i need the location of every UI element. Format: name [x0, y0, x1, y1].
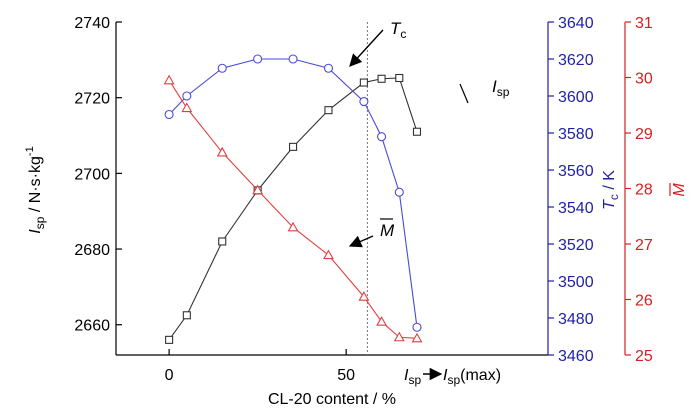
- isp-ticks: 2660 2680 2700 2720 2740: [74, 15, 122, 335]
- svg-text:M: M: [671, 183, 688, 197]
- tc-ticks: 3460 3480 3500 3520 3540 3560 3580 3600 3620 3640: [548, 15, 594, 365]
- m-data-point: [358, 291, 370, 301]
- tc-tick-label: 3580: [558, 126, 594, 143]
- tc-tick-label: 3500: [558, 274, 594, 291]
- m-curve-label: M: [380, 221, 395, 240]
- isp-max-label-left: Isp: [404, 367, 421, 387]
- tc-tick-label: 3520: [558, 237, 594, 254]
- isp-curve-label: Isp: [492, 77, 510, 99]
- isp-data-point: [377, 74, 386, 83]
- series-layer: [163, 54, 423, 344]
- isp-axis-title: Isp / N·s·kg-1: [24, 146, 47, 233]
- tc-data-point: [359, 97, 369, 107]
- m-tick-label: 27: [635, 237, 653, 254]
- isp-data-point: [412, 127, 422, 136]
- tc-tick-label: 3460: [558, 348, 594, 365]
- tc-tick-label: 3560: [558, 163, 594, 180]
- isp-data-point: [182, 311, 191, 320]
- isp-tick-label: 2740: [74, 15, 110, 32]
- isp-curve-leader: [459, 83, 469, 104]
- m-tick-label: 28: [635, 182, 653, 199]
- tc-curve-arrow: [349, 29, 384, 67]
- tc-tick-label: 3620: [558, 52, 594, 69]
- tc-tick-label: 3640: [558, 15, 594, 32]
- m-tick-label: 29: [635, 126, 653, 143]
- m-data-point: [163, 74, 175, 85]
- x-tick-label: 0: [165, 367, 174, 384]
- tc-series-line: [168, 58, 418, 328]
- tc-data-point: [323, 63, 334, 73]
- svg-text:Isp / N·s·kg-1: Isp / N·s·kg-1: [24, 146, 47, 233]
- isp-data-point: [359, 78, 368, 87]
- tc-data-point: [394, 187, 404, 197]
- tc-tick-label: 3600: [558, 89, 594, 106]
- tc-data-point: [182, 91, 192, 101]
- isp-max-label-right: Isp(max): [443, 367, 501, 387]
- m-ticks: 25 26 27 28 29 30 31: [625, 15, 653, 365]
- isp-data-point: [218, 237, 227, 246]
- m-tick-label: 25: [635, 348, 653, 365]
- m-data-point: [393, 331, 405, 342]
- isp-tick-label: 2660: [74, 318, 110, 335]
- x-axis-title: CL-20 content / %: [268, 391, 396, 408]
- m-tick-label: 31: [635, 15, 653, 32]
- m-data-point: [216, 146, 228, 157]
- isp-data-point: [395, 73, 404, 83]
- isp-tick-label: 2680: [74, 242, 110, 259]
- svg-text:Tc / K: Tc / K: [601, 170, 621, 210]
- m-data-point: [376, 316, 388, 326]
- m-data-point: [181, 102, 193, 113]
- isp-data-point: [324, 106, 333, 115]
- x-tick-label: 50: [337, 367, 355, 384]
- isp-tick-label: 2700: [74, 166, 110, 183]
- tc-data-point: [253, 54, 263, 64]
- m-tick-label: 26: [635, 293, 653, 310]
- m-data-point: [252, 184, 264, 195]
- isp-series-line: [168, 77, 418, 341]
- tc-data-point: [164, 109, 174, 120]
- isp-data-point: [165, 335, 174, 344]
- tc-data-point: [412, 322, 422, 332]
- m-series-line: [168, 79, 418, 339]
- x-ticks: 0 50: [165, 349, 355, 384]
- tc-axis-title: Tc / K: [601, 170, 621, 210]
- tc-data-point: [217, 63, 227, 73]
- m-curve-arrow: [348, 235, 374, 248]
- m-tick-label: 30: [635, 71, 653, 88]
- m-data-point: [411, 332, 423, 343]
- tc-tick-label: 3540: [558, 200, 594, 217]
- isp-data-point: [288, 142, 298, 151]
- tc-data-point: [377, 132, 387, 142]
- m-axis-title: M: [669, 183, 688, 197]
- isp-tick-label: 2720: [74, 91, 110, 108]
- m-data-point: [287, 221, 299, 232]
- tc-data-point: [288, 54, 298, 64]
- plot-frame: [115, 22, 626, 356]
- tc-tick-label: 3480: [558, 311, 594, 328]
- tc-curve-label: Tc: [390, 19, 406, 41]
- m-data-point: [323, 249, 334, 260]
- annotations: Tc Isp M Isp Isp(max): [348, 19, 510, 387]
